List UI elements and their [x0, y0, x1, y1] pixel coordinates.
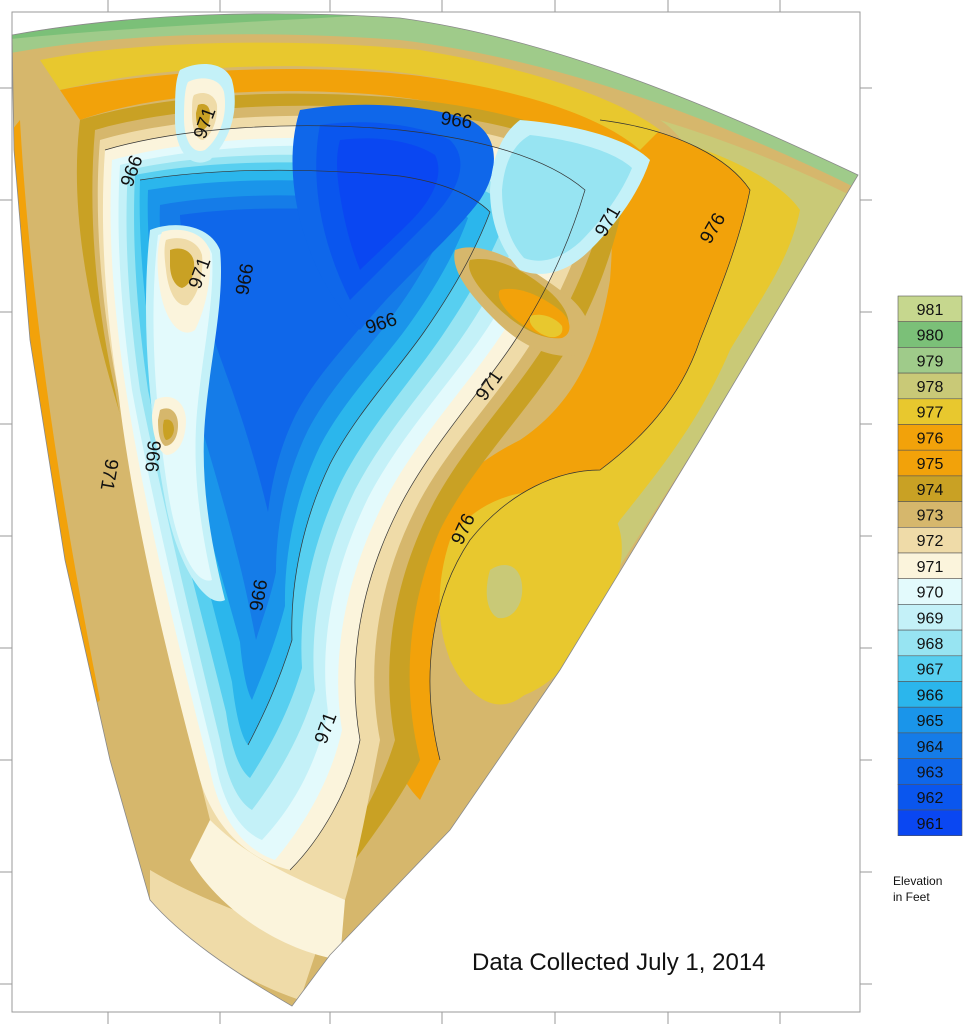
legend-swatch-968 — [897, 629, 963, 657]
legend-label-974: 974 — [917, 482, 944, 499]
contour-label: 966 — [140, 440, 164, 473]
legend-swatch-963 — [897, 758, 963, 785]
lake-outline — [11, 13, 859, 1007]
legend-label-967: 967 — [917, 662, 944, 679]
island-974 — [170, 248, 195, 288]
legend-label-962: 962 — [917, 790, 944, 807]
legend-label-965: 965 — [917, 713, 944, 730]
legend-swatch-961 — [897, 809, 963, 837]
legend-title-line1: Elevation — [893, 874, 942, 888]
legend-label-968: 968 — [917, 636, 944, 653]
legend-label-973: 973 — [917, 507, 944, 524]
legend-label-963: 963 — [917, 764, 944, 781]
legend-swatch-965 — [897, 706, 963, 734]
legend-label-980: 980 — [917, 328, 944, 345]
legend-label-970: 970 — [917, 585, 944, 602]
legend-swatch-978 — [897, 372, 963, 400]
legend-swatch-974 — [897, 475, 963, 502]
band-961 — [337, 138, 439, 270]
legend-swatch-973 — [897, 501, 963, 528]
contour-label: 966 — [439, 108, 473, 133]
island2-974 — [163, 419, 174, 440]
legend-swatch-964 — [897, 732, 963, 759]
legend-swatch-966 — [897, 681, 963, 708]
band-980 — [12, 13, 520, 40]
legend-label-961: 961 — [917, 816, 944, 833]
elevation-legend: 981 980 979 978 977 976 975 974 973 972 971 970 969 9… — [897, 295, 963, 837]
legend-label-979: 979 — [917, 353, 944, 370]
ne-bay-968 — [502, 135, 632, 261]
band-976 — [380, 120, 750, 800]
legend-swatch-969 — [897, 604, 963, 631]
legend-label-975: 975 — [917, 456, 944, 473]
legend-swatch-979 — [897, 347, 963, 374]
legend-label-972: 972 — [917, 533, 944, 550]
legend-label-964: 964 — [917, 739, 944, 756]
legend-swatch-967 — [897, 655, 963, 682]
legend-title-line2: in Feet — [893, 890, 930, 904]
band-975-left — [12, 120, 100, 720]
legend-label-978: 978 — [917, 379, 944, 396]
legend-label-977: 977 — [917, 405, 944, 422]
legend-swatch-977 — [897, 398, 963, 425]
band-971-bottom — [190, 820, 345, 960]
legend-label-976: 976 — [917, 430, 944, 447]
legend-swatch-976 — [897, 424, 963, 451]
legend-label-971: 971 — [917, 559, 944, 576]
map-frame — [0, 0, 872, 1024]
north-peninsula-974 — [196, 104, 210, 130]
contour-lines — [104, 119, 751, 871]
legend-label-969: 969 — [917, 610, 944, 627]
band-972-bottom — [150, 870, 320, 1000]
se-dome-978 — [486, 565, 523, 619]
legend-swatch-980 — [897, 321, 963, 348]
east-arm-977 — [530, 314, 563, 338]
legend-label-981: 981 — [917, 302, 944, 319]
legend-swatch-972 — [897, 526, 963, 554]
collection-date-caption: Data Collected July 1, 2014 — [472, 949, 766, 976]
legend-label-966: 966 — [917, 687, 944, 704]
